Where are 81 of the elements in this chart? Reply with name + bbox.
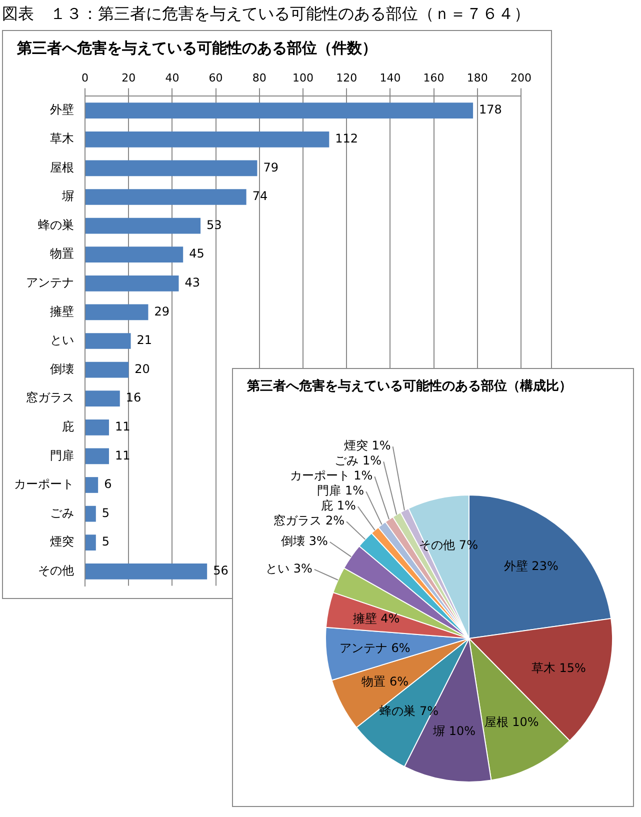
bar — [86, 246, 184, 263]
data-label: 29 — [154, 304, 170, 318]
slice-label: カーポート 1% — [290, 468, 373, 483]
data-label: 16 — [126, 390, 142, 405]
x-tick-label: 200 — [510, 71, 532, 84]
slice-label: 屋根 10% — [484, 715, 539, 730]
bar — [86, 333, 131, 349]
x-tick-label: 140 — [380, 71, 401, 84]
bar — [86, 390, 120, 407]
data-label: 178 — [479, 102, 502, 117]
data-label: 56 — [213, 564, 228, 578]
bar — [86, 506, 96, 522]
y-tick-label: その他 — [38, 564, 74, 578]
slice-label: 庇 1% — [321, 498, 356, 513]
x-tick-label: 80 — [252, 71, 266, 84]
x-tick-label: 180 — [466, 71, 488, 84]
slice-label: 煙突 1% — [344, 438, 391, 453]
y-tick-label: 蜂の巣 — [38, 218, 74, 232]
chart-title: 第三者へ危害を与えている可能性のある部位（構成比） — [246, 378, 573, 396]
bar — [86, 160, 258, 176]
slice-label: 塀 10% — [432, 724, 476, 738]
bar — [86, 419, 109, 436]
x-tick-label: 0 — [82, 71, 88, 84]
slice-label: アンテナ 6% — [339, 640, 410, 655]
y-tick-label: 倒壊 — [50, 362, 74, 376]
slice-label: 門扉 1% — [317, 484, 364, 498]
data-label: 79 — [263, 160, 278, 174]
x-tick-label: 40 — [165, 71, 180, 84]
slice-label: ごみ 1% — [334, 454, 382, 468]
data-label: 112 — [335, 132, 358, 146]
data-label: 20 — [134, 362, 150, 376]
slice-label: とい 3% — [266, 562, 312, 576]
slice-label: 擁壁 4% — [352, 612, 400, 626]
slice-label: その他 7% — [419, 538, 478, 552]
text: 図表 １３：第三者に危害を与えている可能性のある部位（ｎ＝７６４） — [2, 4, 530, 25]
y-tick-label: 庇 — [62, 420, 74, 434]
bar — [86, 102, 474, 119]
bar — [86, 131, 330, 148]
bar — [86, 189, 246, 205]
y-tick-label: 草木 — [50, 132, 74, 146]
data-label: 21 — [136, 333, 152, 348]
bar — [86, 275, 179, 292]
x-tick-label: 160 — [423, 71, 444, 84]
data-label: 53 — [206, 218, 222, 232]
bar — [86, 362, 129, 378]
slice-label: 草木 15% — [531, 661, 586, 676]
slice-label: 窓ガラス 2% — [274, 514, 345, 528]
bar — [86, 477, 98, 493]
bar — [86, 563, 208, 580]
data-label: 74 — [252, 189, 268, 204]
y-tick-label: 塀 — [61, 189, 74, 204]
slice-label: 倒壊 3% — [281, 534, 328, 548]
y-tick-label: 屋根 — [50, 160, 74, 174]
y-tick-label: 門扉 — [50, 448, 74, 462]
chart-title: 第三者へ危害を与えている可能性のある部位（件数） — [16, 38, 378, 59]
y-tick-label: とい — [50, 333, 74, 348]
y-tick-label: 物置 — [50, 246, 74, 261]
y-tick-label: ごみ — [50, 506, 74, 520]
y-tick-label: カーポート — [14, 477, 74, 492]
x-tick-label: 60 — [208, 71, 223, 84]
data-label: 5 — [102, 534, 110, 549]
data-label: 43 — [184, 276, 200, 290]
data-label: 5 — [102, 506, 110, 520]
slice-label: 物置 6% — [362, 674, 409, 689]
data-label: 45 — [189, 246, 204, 261]
y-tick-label: 窓ガラス — [26, 390, 74, 405]
bar — [86, 218, 201, 234]
bar — [86, 448, 109, 464]
slice-label: 外壁 23% — [504, 559, 558, 574]
y-tick-label: アンテナ — [26, 276, 74, 290]
data-label: 6 — [104, 477, 112, 492]
y-tick-label: 外壁 — [50, 102, 74, 117]
x-tick-label: 20 — [122, 71, 136, 84]
bar — [86, 304, 148, 320]
x-tick-label: 120 — [336, 71, 358, 84]
data-label: 11 — [114, 420, 130, 434]
x-tick-label: 100 — [292, 71, 314, 84]
data-label: 11 — [114, 448, 130, 462]
bar — [86, 534, 96, 551]
y-tick-label: 煙突 — [50, 534, 74, 549]
y-tick-label: 擁壁 — [50, 304, 74, 318]
